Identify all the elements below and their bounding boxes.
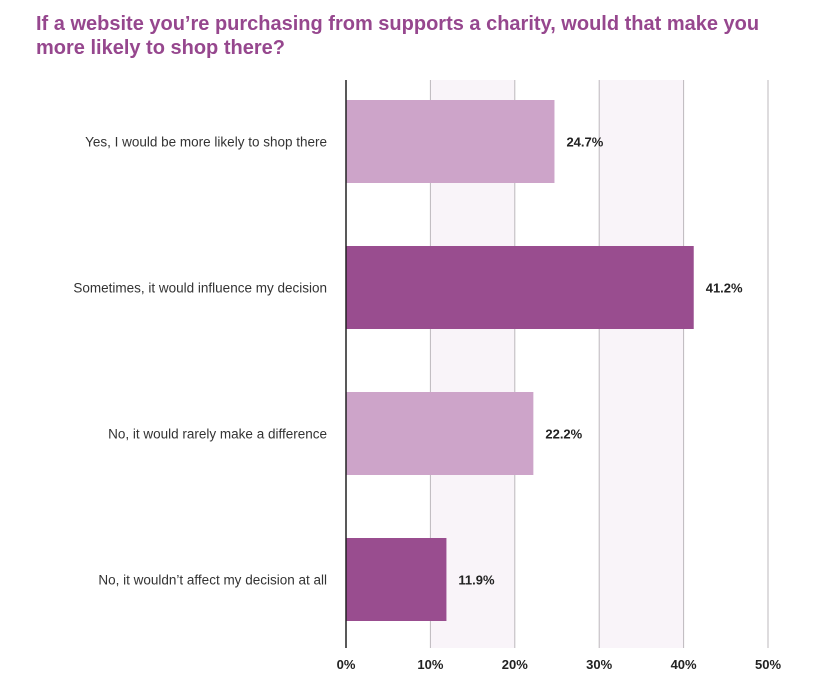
x-tick-label: 30% (586, 657, 612, 672)
x-tick-label: 20% (502, 657, 528, 672)
bar (346, 392, 534, 475)
category-label: No, it would rarely make a difference (108, 427, 327, 442)
category-label: No, it wouldn’t affect my decision at al… (98, 573, 327, 588)
x-tick-labels: 0% 10% 20% 30% 40% 50% (337, 657, 782, 672)
value-label: 24.7% (566, 135, 603, 150)
bar (346, 246, 694, 329)
value-label: 22.2% (545, 427, 582, 442)
category-labels: Yes, I would be more likely to shop ther… (73, 135, 327, 588)
value-labels: 24.7% 41.2% 22.2% 11.9% (458, 135, 743, 588)
bar (346, 100, 555, 183)
x-tick-label: 10% (417, 657, 443, 672)
value-label: 11.9% (458, 573, 495, 588)
bar (346, 538, 447, 621)
x-tick-label: 40% (671, 657, 697, 672)
bars (346, 100, 694, 621)
chart-title: If a website you’re purchasing from supp… (36, 13, 760, 59)
x-tick-label: 0% (337, 657, 356, 672)
category-label: Sometimes, it would influence my decisio… (73, 281, 327, 296)
value-label: 41.2% (706, 281, 743, 296)
background-stripe (599, 80, 684, 648)
x-tick-label: 50% (755, 657, 781, 672)
category-label: Yes, I would be more likely to shop ther… (85, 135, 327, 150)
